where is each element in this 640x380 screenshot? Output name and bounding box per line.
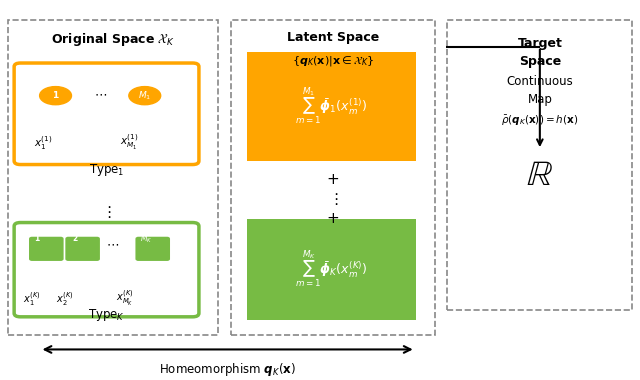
Text: Target: Target xyxy=(517,36,563,49)
Text: $\bar{\rho}(\boldsymbol{q}_K(\mathbf{x})) = h(\mathbf{x})$: $\bar{\rho}(\boldsymbol{q}_K(\mathbf{x})… xyxy=(501,114,579,128)
Bar xyxy=(246,219,415,320)
FancyBboxPatch shape xyxy=(136,238,169,260)
Text: $\sum_{m=1}^{M_K} \bar{\boldsymbol{\phi}}_K(x_m^{(K)})$: $\sum_{m=1}^{M_K} \bar{\boldsymbol{\phi}… xyxy=(295,249,367,290)
Text: Type$_1$: Type$_1$ xyxy=(89,162,124,178)
Text: Space: Space xyxy=(518,55,561,68)
FancyBboxPatch shape xyxy=(14,223,199,317)
Text: Map: Map xyxy=(527,93,552,106)
FancyBboxPatch shape xyxy=(30,238,63,260)
Text: $M_K$: $M_K$ xyxy=(140,233,153,245)
FancyBboxPatch shape xyxy=(67,238,99,260)
Text: 1: 1 xyxy=(52,91,59,100)
Text: $x_1^{(K)}$: $x_1^{(K)}$ xyxy=(23,290,41,307)
Text: $\cdots$: $\cdots$ xyxy=(106,238,120,251)
Circle shape xyxy=(129,87,161,105)
Text: 2: 2 xyxy=(72,234,77,243)
Text: $\sum_{m=1}^{M_1} \bar{\boldsymbol{\phi}}_1(x_m^{(1)})$: $\sum_{m=1}^{M_1} \bar{\boldsymbol{\phi}… xyxy=(295,86,367,127)
Text: $\cdots$: $\cdots$ xyxy=(93,87,107,100)
Text: $\vdots$: $\vdots$ xyxy=(328,191,338,207)
Text: Continuous: Continuous xyxy=(506,74,573,88)
Bar xyxy=(231,19,435,335)
Text: Latent Space: Latent Space xyxy=(287,31,379,44)
Text: $M_1$: $M_1$ xyxy=(138,89,152,102)
Text: Homeomorphism $\boldsymbol{q}_K(\mathbf{x})$: Homeomorphism $\boldsymbol{q}_K(\mathbf{… xyxy=(159,361,296,378)
Text: $+$: $+$ xyxy=(326,211,339,226)
Text: Type$_K$: Type$_K$ xyxy=(88,307,125,323)
FancyBboxPatch shape xyxy=(14,63,199,165)
Text: $x_1^{(1)}$: $x_1^{(1)}$ xyxy=(33,134,52,152)
Text: $\vdots$: $\vdots$ xyxy=(101,204,112,220)
Bar xyxy=(447,19,632,310)
Circle shape xyxy=(40,87,72,105)
Text: $\mathbb{R}$: $\mathbb{R}$ xyxy=(527,158,553,192)
Bar xyxy=(8,19,218,335)
Text: $x_{M_K}^{(K)}$: $x_{M_K}^{(K)}$ xyxy=(116,289,133,308)
Text: 1: 1 xyxy=(34,234,39,243)
Bar xyxy=(246,52,415,161)
Text: Original Space $\mathcal{X}_K$: Original Space $\mathcal{X}_K$ xyxy=(51,31,175,48)
Text: $x_{M_1}^{(1)}$: $x_{M_1}^{(1)}$ xyxy=(120,133,138,152)
Text: $x_2^{(K)}$: $x_2^{(K)}$ xyxy=(56,290,74,307)
Text: $\{\boldsymbol{q}_K(\mathbf{x})|\mathbf{x} \in \mathcal{X}_K\}$: $\{\boldsymbol{q}_K(\mathbf{x})|\mathbf{… xyxy=(292,54,374,68)
Text: $+$: $+$ xyxy=(326,171,339,187)
